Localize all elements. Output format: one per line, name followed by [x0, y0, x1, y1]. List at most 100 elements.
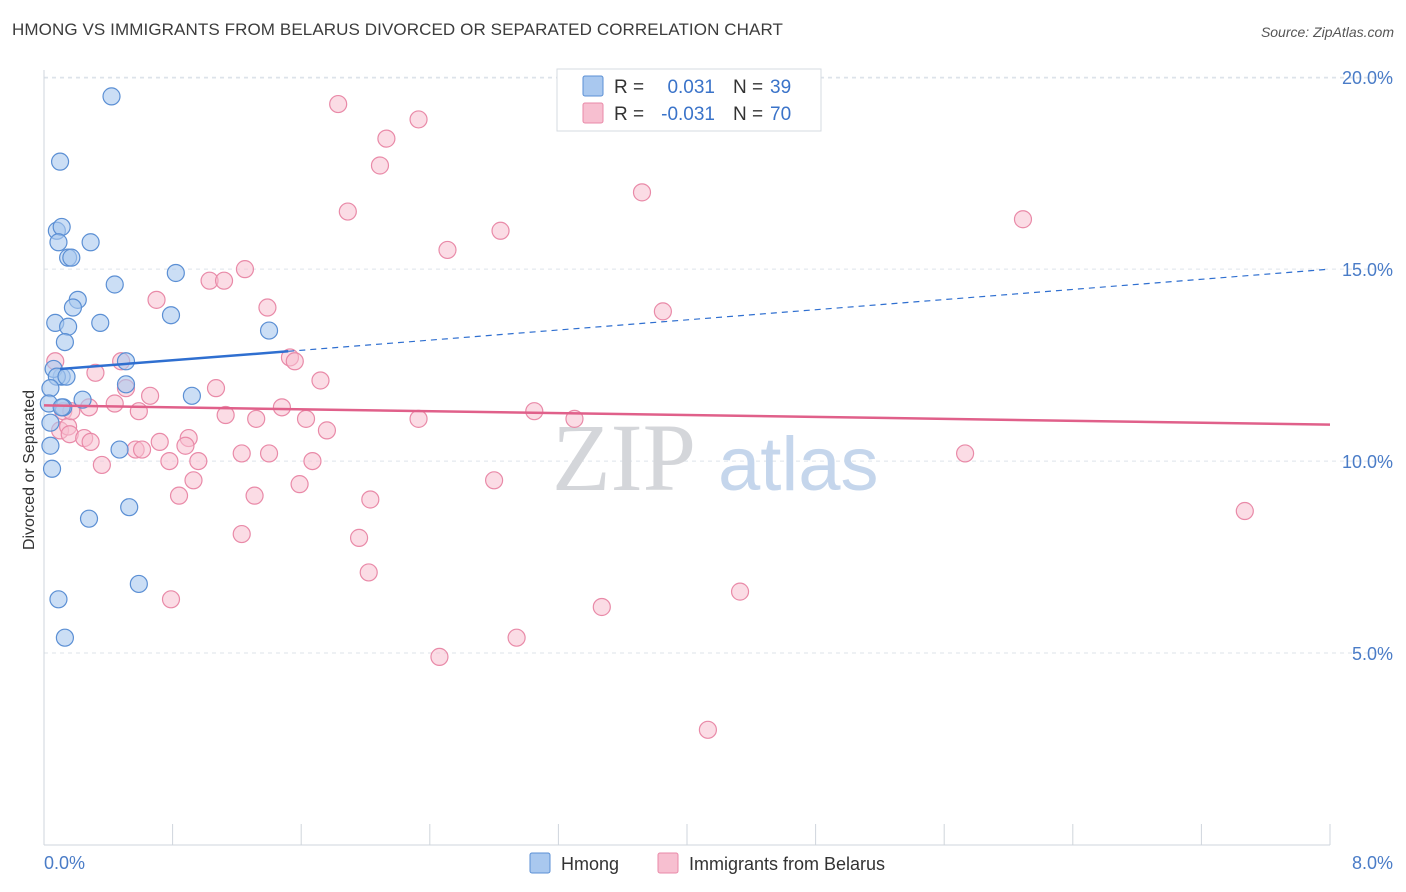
belarus-point-8 — [438, 240, 457, 260]
y-tick-label-2: 15.0% — [1342, 260, 1393, 280]
hmong-point-5 — [81, 233, 100, 252]
source-credit: Source: ZipAtlas.com — [1260, 24, 1394, 40]
legend-n-label-1: N = — [733, 77, 763, 98]
series-hmong-points — [39, 87, 279, 647]
bottom-legend-swatch-hmong — [529, 852, 551, 874]
belarus-point-31 — [216, 405, 235, 425]
bottom-legend-swatch-belarus — [657, 852, 679, 874]
hmong-point-33 — [42, 459, 62, 478]
belarus-point-33 — [409, 409, 428, 428]
belarus-point-30 — [525, 402, 544, 421]
legend-swatch-belarus — [582, 102, 604, 124]
hmong-point-32 — [41, 436, 60, 455]
belarus-point-14 — [653, 302, 672, 321]
hmong-point-12 — [161, 306, 181, 325]
y-axis-title: Divorced or Separated — [21, 390, 38, 550]
bottom-legend-label-belarus: Immigrants from Belarus — [689, 854, 885, 874]
belarus-point-2 — [377, 129, 396, 148]
hmong-point-11 — [63, 298, 83, 317]
legend-n-label-2: N = — [733, 104, 763, 125]
hmong-point-30 — [52, 398, 71, 417]
y-tick-label-1: 10.0% — [1342, 452, 1393, 472]
hmong-point-8 — [166, 263, 185, 283]
belarus-point-49 — [189, 451, 208, 471]
belarus-point-42 — [150, 432, 169, 452]
belarus-point-32 — [247, 409, 266, 428]
belarus-point-52 — [955, 444, 975, 463]
belarus-point-48 — [160, 451, 179, 471]
x-tick-label-min: 0.0% — [44, 853, 85, 873]
belarus-point-57 — [245, 486, 264, 505]
hmong-point-19 — [116, 352, 136, 371]
series-legend: Hmong Immigrants from Belarus — [529, 852, 885, 874]
hmong-point-3 — [52, 217, 71, 237]
belarus-point-11 — [214, 271, 234, 290]
hmong-point-38 — [55, 628, 74, 647]
belarus-point-60 — [232, 524, 251, 544]
belarus-point-45 — [132, 440, 152, 459]
belarus-point-59 — [1235, 501, 1254, 521]
belarus-point-24 — [105, 394, 124, 413]
legend-r-label-2: R = — [614, 104, 644, 125]
belarus-point-3 — [370, 156, 390, 175]
belarus-point-29 — [296, 409, 316, 428]
hmong-point-25 — [73, 390, 92, 409]
grid-lines — [44, 76, 1392, 654]
legend-swatch-hmong — [582, 75, 604, 97]
hmong-point-0 — [102, 87, 121, 106]
belarus-point-20 — [311, 371, 330, 390]
belarus-point-21 — [206, 379, 226, 398]
watermark-atlas: atlas — [718, 422, 879, 507]
belarus-point-26 — [129, 402, 148, 421]
hmong-point-37 — [49, 590, 68, 609]
belarus-trend-line — [43, 404, 1331, 426]
belarus-point-4 — [632, 183, 652, 202]
hmong-point-26 — [182, 386, 201, 405]
trend-lines — [43, 268, 1331, 426]
legend-r-label-1: R = — [614, 77, 644, 98]
y-tick-label-0: 5.0% — [1352, 644, 1393, 664]
hmong-point-23 — [116, 375, 136, 394]
belarus-point-64 — [161, 590, 181, 609]
hmong-point-9 — [105, 275, 124, 294]
belarus-point-46 — [232, 444, 251, 463]
hmong-point-17 — [55, 332, 74, 352]
watermark: ZIP atlas — [552, 404, 879, 511]
belarus-point-5 — [338, 202, 357, 221]
x-tick-label-max: 8.0% — [1352, 853, 1393, 873]
belarus-point-12 — [147, 290, 166, 309]
belarus-point-41 — [81, 432, 100, 452]
x-tick-marks — [43, 824, 1331, 845]
belarus-point-23 — [140, 386, 160, 405]
belarus-point-17 — [285, 352, 304, 371]
hmong-trend-line — [59, 350, 289, 371]
correlation-legend: R = 0.031 N = 39 R = -0.031 N = 70 — [556, 68, 822, 132]
belarus-point-63 — [730, 582, 750, 601]
belarus-point-0 — [329, 94, 348, 114]
hmong-point-29 — [41, 413, 60, 432]
hmong-trend-extension — [288, 268, 1331, 352]
legend-n-value-belarus: 70 — [770, 104, 791, 125]
belarus-point-38 — [317, 421, 337, 440]
belarus-point-50 — [303, 451, 322, 471]
hmong-point-31 — [110, 440, 129, 459]
belarus-point-1 — [409, 110, 428, 129]
y-tick-label-3: 20.0% — [1342, 68, 1393, 88]
chart-title: HMONG VS IMMIGRANTS FROM BELARUS DIVORCE… — [12, 20, 784, 39]
belarus-point-51 — [92, 455, 111, 475]
belarus-point-6 — [1013, 210, 1033, 229]
belarus-point-56 — [169, 486, 189, 505]
belarus-point-13 — [258, 298, 277, 317]
hmong-point-22 — [57, 367, 76, 386]
belarus-point-53 — [485, 471, 504, 490]
hmong-point-36 — [129, 574, 148, 594]
legend-r-value-hmong: 0.031 — [667, 77, 715, 98]
hmong-point-16 — [259, 321, 279, 340]
hmong-point-7 — [62, 248, 81, 267]
hmong-point-35 — [79, 509, 99, 528]
belarus-point-55 — [290, 475, 309, 494]
belarus-point-18 — [86, 363, 105, 382]
belarus-point-68 — [698, 720, 717, 739]
hmong-point-1 — [50, 152, 70, 171]
